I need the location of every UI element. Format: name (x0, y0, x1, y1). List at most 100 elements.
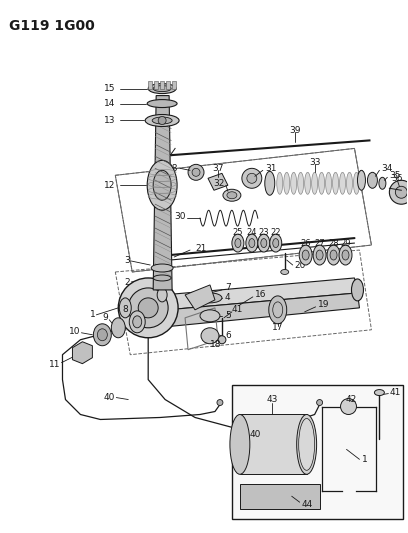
Ellipse shape (302, 250, 309, 260)
Text: 20: 20 (295, 261, 306, 270)
Ellipse shape (339, 172, 346, 194)
Text: 42: 42 (346, 395, 357, 404)
Ellipse shape (368, 172, 377, 188)
Circle shape (242, 168, 262, 188)
Ellipse shape (201, 328, 219, 344)
Ellipse shape (313, 245, 326, 265)
Polygon shape (130, 278, 357, 313)
Circle shape (247, 173, 257, 183)
Text: G119 1G00: G119 1G00 (9, 19, 94, 33)
Ellipse shape (326, 172, 332, 194)
Text: 40: 40 (104, 393, 115, 402)
Ellipse shape (298, 172, 304, 194)
Text: 25: 25 (233, 228, 243, 237)
Text: 18: 18 (210, 340, 222, 349)
Text: 1: 1 (90, 310, 95, 319)
Ellipse shape (133, 316, 142, 328)
Ellipse shape (152, 117, 172, 124)
Text: 17: 17 (272, 324, 284, 332)
Circle shape (217, 400, 223, 406)
Text: 34: 34 (381, 164, 393, 173)
Ellipse shape (147, 160, 177, 210)
Ellipse shape (297, 415, 317, 474)
Text: 22: 22 (271, 228, 281, 237)
Polygon shape (208, 173, 228, 190)
Ellipse shape (319, 172, 325, 194)
Ellipse shape (316, 250, 323, 260)
Ellipse shape (235, 239, 241, 247)
Ellipse shape (327, 245, 340, 265)
Ellipse shape (342, 250, 349, 260)
Ellipse shape (330, 250, 337, 260)
Text: 30: 30 (175, 212, 186, 221)
Ellipse shape (232, 234, 244, 252)
Polygon shape (73, 342, 92, 364)
Text: 2: 2 (124, 278, 130, 287)
Text: 26: 26 (300, 239, 311, 248)
Circle shape (341, 399, 357, 415)
Text: 15: 15 (104, 84, 115, 93)
Circle shape (128, 288, 168, 328)
Text: 6: 6 (225, 332, 231, 340)
Text: 12: 12 (104, 181, 115, 190)
Ellipse shape (147, 100, 177, 108)
Circle shape (118, 278, 178, 338)
Text: 5: 5 (225, 311, 231, 320)
Bar (148, 80, 152, 88)
Text: 13: 13 (104, 116, 115, 125)
Text: 19: 19 (317, 301, 329, 309)
Text: 1: 1 (361, 455, 367, 464)
Ellipse shape (379, 177, 386, 189)
Bar (240, 484, 319, 509)
Text: 27: 27 (314, 239, 325, 248)
Text: 3: 3 (124, 255, 130, 264)
Circle shape (192, 168, 200, 176)
Ellipse shape (223, 189, 241, 201)
Circle shape (158, 117, 166, 125)
Text: 33: 33 (309, 158, 320, 167)
Ellipse shape (305, 172, 310, 194)
Bar (154, 80, 158, 88)
Ellipse shape (291, 172, 297, 194)
Ellipse shape (333, 172, 339, 194)
Ellipse shape (261, 239, 267, 247)
Text: 32: 32 (213, 179, 225, 188)
Ellipse shape (299, 418, 315, 470)
Ellipse shape (346, 172, 353, 194)
Text: 41: 41 (389, 388, 401, 397)
Ellipse shape (151, 264, 173, 272)
Ellipse shape (198, 293, 222, 303)
Ellipse shape (145, 115, 179, 126)
Bar (160, 80, 164, 88)
Text: 9: 9 (102, 313, 109, 322)
Ellipse shape (270, 234, 282, 252)
Ellipse shape (153, 275, 171, 281)
Circle shape (317, 400, 323, 406)
Ellipse shape (153, 86, 171, 92)
Bar (172, 80, 176, 88)
Text: 28: 28 (328, 239, 339, 248)
Ellipse shape (230, 415, 250, 474)
Text: 10: 10 (69, 327, 80, 336)
Ellipse shape (273, 239, 279, 247)
Ellipse shape (153, 171, 171, 200)
Text: 29: 29 (340, 239, 351, 248)
Text: 8: 8 (122, 305, 128, 314)
Ellipse shape (98, 329, 107, 341)
Ellipse shape (129, 311, 145, 333)
Polygon shape (240, 415, 307, 474)
Ellipse shape (357, 171, 366, 190)
Text: 21: 21 (195, 244, 206, 253)
Text: 24: 24 (246, 228, 257, 237)
Polygon shape (185, 285, 215, 310)
Text: 40: 40 (249, 430, 261, 439)
Text: 44: 44 (302, 500, 313, 508)
Polygon shape (133, 293, 359, 330)
Ellipse shape (352, 279, 364, 301)
Ellipse shape (249, 239, 255, 247)
Circle shape (395, 186, 407, 198)
Ellipse shape (339, 245, 352, 265)
Circle shape (188, 164, 204, 180)
Circle shape (389, 180, 408, 204)
Text: 39: 39 (289, 126, 300, 135)
